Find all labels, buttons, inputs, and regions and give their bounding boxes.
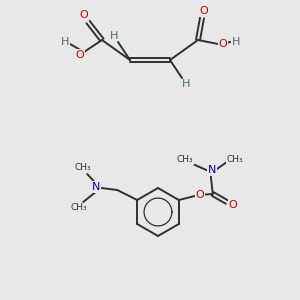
Text: H: H [232,37,240,47]
Text: O: O [80,10,88,20]
Text: H: H [61,37,69,47]
Text: N: N [208,165,216,175]
Text: CH₃: CH₃ [71,203,88,212]
Text: H: H [110,31,118,41]
Text: CH₃: CH₃ [226,154,243,164]
Text: O: O [219,39,227,49]
Text: O: O [195,190,204,200]
Text: H: H [182,79,190,89]
Text: O: O [228,200,237,210]
Text: O: O [76,50,84,60]
Text: CH₃: CH₃ [75,164,92,172]
Text: CH₃: CH₃ [176,155,193,164]
Text: O: O [200,6,208,16]
Text: N: N [92,182,100,192]
